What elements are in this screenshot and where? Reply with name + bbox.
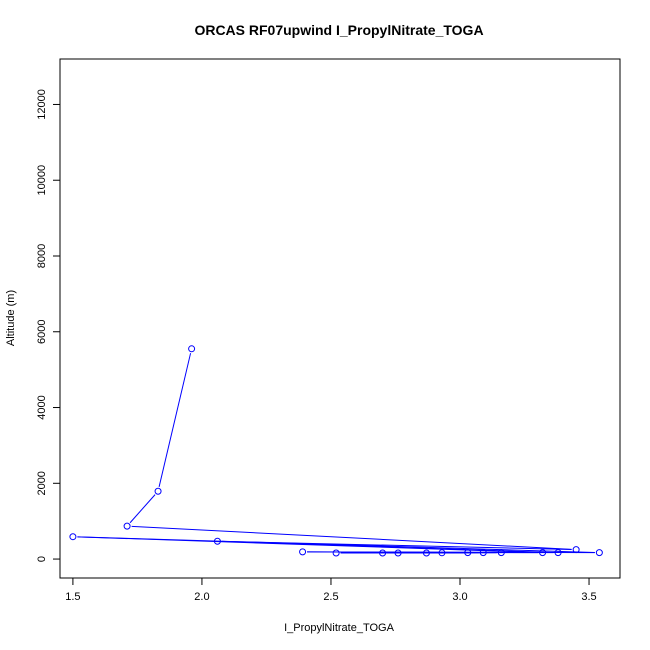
- x-tick-label: 2.5: [323, 591, 338, 603]
- x-axis-label: I_PropylNitrate_TOGA: [284, 622, 395, 634]
- data-point: [572, 546, 580, 554]
- y-tick-label: 4000: [36, 395, 48, 419]
- y-axis: 0 2000 4000 6000 8000 10000 12000: [36, 89, 60, 562]
- data-point: [554, 549, 562, 557]
- x-tick-label: 2.0: [194, 591, 209, 603]
- data-point: [213, 537, 221, 545]
- data-point: [595, 549, 603, 557]
- data-point: [539, 549, 547, 557]
- series-segment: [158, 353, 192, 487]
- series-segment: [129, 494, 156, 524]
- data-point: [464, 549, 472, 557]
- x-tick-label: 3.0: [452, 591, 467, 603]
- data-point: [379, 549, 387, 557]
- data-point: [479, 549, 487, 557]
- data-point: [332, 549, 340, 557]
- y-tick-label: 6000: [36, 320, 48, 344]
- data-point: [154, 487, 162, 495]
- data-point: [69, 533, 77, 541]
- y-tick-label: 8000: [36, 244, 48, 268]
- x-tick-label: 1.5: [65, 591, 80, 603]
- chart-title: ORCAS RF07upwind I_PropylNitrate_TOGA: [194, 22, 483, 38]
- y-tick-label: 2000: [36, 471, 48, 495]
- series-points: [69, 345, 603, 557]
- series-segment: [131, 525, 572, 550]
- y-tick-label: 10000: [36, 165, 48, 196]
- y-tick-label: 12000: [36, 89, 48, 120]
- data-point: [497, 549, 505, 557]
- data-point: [299, 548, 307, 556]
- plot-frame: [59, 58, 621, 579]
- series-segment: [77, 536, 539, 553]
- y-tick-label: 0: [36, 556, 48, 562]
- data-point: [422, 549, 430, 557]
- series-lines: [77, 353, 595, 554]
- data-point: [123, 522, 131, 530]
- data-point: [438, 549, 446, 557]
- data-point: [188, 345, 196, 353]
- y-axis-label: Altitude (m): [5, 290, 17, 346]
- x-tick-label: 3.5: [581, 591, 596, 603]
- data-point: [394, 549, 402, 557]
- x-axis: 1.5 2.0 2.5 3.0 3.5: [65, 578, 597, 603]
